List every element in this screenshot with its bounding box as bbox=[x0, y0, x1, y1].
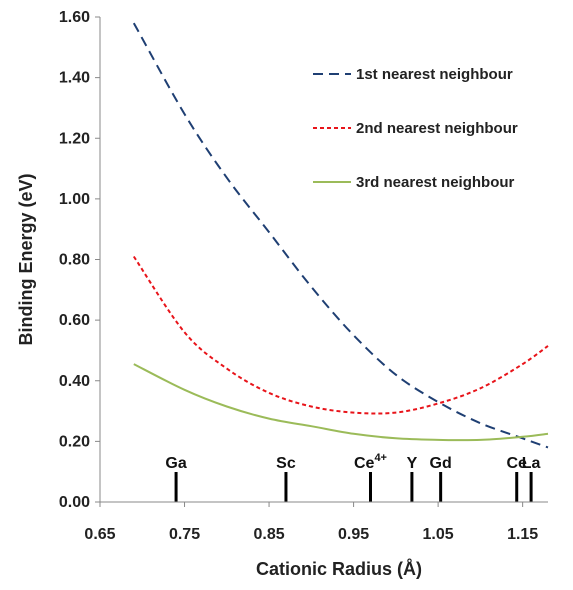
x-tick-label: 0.95 bbox=[338, 526, 369, 543]
y-tick-label: 1.40 bbox=[59, 70, 90, 87]
marker-label-6: Ce bbox=[506, 455, 527, 472]
x-tick-label: 1.15 bbox=[507, 526, 538, 543]
x-tick-label: 1.05 bbox=[423, 526, 454, 543]
y-tick-label: 0.00 bbox=[59, 494, 90, 511]
legend-label-1: 1st nearest neighbour bbox=[356, 66, 513, 83]
y-tick-label: 1.20 bbox=[59, 130, 90, 147]
x-tick-label: 0.85 bbox=[253, 526, 284, 543]
legend-label-2: 2nd nearest neighbour bbox=[356, 120, 518, 137]
x-tick-label: 0.65 bbox=[84, 526, 115, 543]
y-tick-label: 0.20 bbox=[59, 433, 90, 450]
marker-label-text: Gd bbox=[430, 455, 452, 472]
y-tick-label: 1.60 bbox=[59, 9, 90, 26]
series-line-2 bbox=[132, 255, 549, 415]
legend: 1st nearest neighbour 2nd nearest neighbo… bbox=[313, 66, 518, 191]
y-tick-label: 0.80 bbox=[59, 252, 90, 269]
marker-label-2: Sc bbox=[276, 455, 296, 472]
marker-label-5: Gd bbox=[430, 455, 452, 472]
marker-label-7: La bbox=[522, 455, 541, 472]
marker-label-1: Ga bbox=[165, 455, 186, 472]
x-tick-label: 0.75 bbox=[169, 526, 200, 543]
y-axis-title: Binding Energy (eV) bbox=[16, 173, 36, 345]
marker-label-3: Ce4+ bbox=[354, 452, 387, 472]
y-tick-label: 1.00 bbox=[59, 191, 90, 208]
marker-label-text: La bbox=[522, 455, 541, 472]
y-tick-label: 0.40 bbox=[59, 373, 90, 390]
marker-label-text: Ce bbox=[506, 455, 527, 472]
marker-label-text: Sc bbox=[276, 455, 296, 472]
marker-label-superscript: 4+ bbox=[374, 452, 387, 464]
marker-label-text: Y bbox=[407, 455, 418, 472]
y-tick-label: 0.60 bbox=[59, 312, 90, 329]
marker-label-text: Ce bbox=[354, 455, 375, 472]
series-line-3 bbox=[133, 363, 549, 442]
x-axis-title: Cationic Radius (Å) bbox=[256, 559, 422, 579]
marker-label-text: Ga bbox=[165, 455, 186, 472]
series-lines bbox=[132, 22, 549, 449]
series-line-1 bbox=[132, 22, 549, 449]
marker-label-4: Y bbox=[407, 455, 418, 472]
axes: 0.00 0.20 0.40 0.60 0.80 1.00 1.20 1.40 1.60 0.65… bbox=[59, 9, 548, 543]
legend-label-3: 3rd nearest neighbour bbox=[356, 174, 515, 191]
